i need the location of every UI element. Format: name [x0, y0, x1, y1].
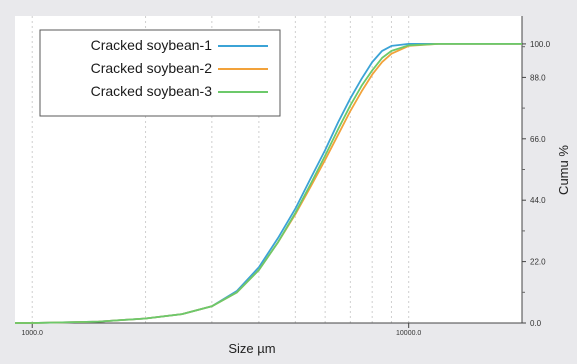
- y-axis-label: Cumu %: [556, 145, 571, 195]
- legend-label-2: Cracked soybean-2: [91, 60, 213, 76]
- x-tick-label: 10000.0: [396, 330, 421, 337]
- legend-box: [39, 29, 281, 117]
- series-layer: [15, 43, 522, 324]
- y-tick-label: 44.0: [530, 196, 546, 205]
- legend-label-3: Cracked soybean-3: [91, 83, 213, 99]
- legend: Cracked soybean-1 Cracked soybean-2 Cracke…: [39, 29, 281, 117]
- legend-label-1: Cracked soybean-1: [91, 37, 213, 53]
- axes: 1000.0 10000.0 0.0 22.0 44.0 66.0 88.0 100.0: [15, 16, 551, 337]
- x-tick-label: 1000.0: [22, 330, 44, 337]
- y-tick-label: 88.0: [530, 73, 546, 82]
- y-tick-label: 66.0: [530, 135, 546, 144]
- x-axis-label: Size µm: [228, 341, 275, 356]
- series-line-3: [15, 43, 522, 324]
- y-tick-label: 100.0: [530, 40, 551, 49]
- y-tick-label: 0.0: [530, 319, 542, 328]
- y-tick-label: 22.0: [530, 258, 546, 267]
